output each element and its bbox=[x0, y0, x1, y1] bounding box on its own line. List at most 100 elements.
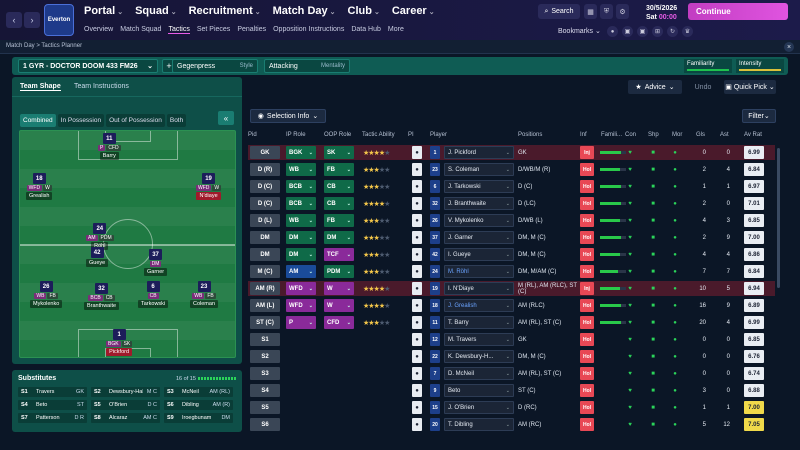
subnav-opposition-instructions[interactable]: Opposition Instructions bbox=[273, 26, 345, 33]
oop-role-select[interactable]: PDM ⌄ bbox=[324, 265, 354, 278]
player-select[interactable]: T. Barry ⌄ bbox=[444, 316, 514, 329]
table-row[interactable]: S6 ● 20 T. Dibling ⌄ AM (RC) Hol ♥ ■ ● 5 12 7.05 bbox=[248, 417, 775, 432]
ip-role-select[interactable]: BCB ⌄ bbox=[286, 180, 316, 193]
back-arrow-icon[interactable]: ‹ bbox=[6, 12, 22, 28]
subnav-data-hub[interactable]: Data Hub bbox=[351, 26, 381, 33]
position-slot[interactable]: S2 bbox=[250, 350, 280, 363]
chat-icon[interactable]: ● bbox=[607, 26, 618, 37]
subnav-overview[interactable]: Overview bbox=[84, 26, 114, 33]
player-instructions-icon[interactable]: ● bbox=[412, 180, 422, 193]
ip-role-select[interactable]: P ⌄ bbox=[286, 316, 316, 329]
position-slot[interactable]: GK bbox=[250, 146, 280, 159]
column-header[interactable]: IP Role bbox=[286, 132, 306, 138]
ip-role-select[interactable]: DM ⌄ bbox=[286, 231, 316, 244]
column-header[interactable]: Player bbox=[430, 132, 448, 138]
ip-role-select[interactable]: DM ⌄ bbox=[286, 248, 316, 261]
player-instructions-icon[interactable]: ● bbox=[412, 146, 422, 159]
oop-role-select[interactable]: CFD ⌄ bbox=[324, 316, 354, 329]
substitute-item[interactable]: S5 O'Brien D C bbox=[91, 400, 160, 410]
player-instructions-icon[interactable]: ● bbox=[412, 282, 422, 295]
ip-role-select[interactable]: WB ⌄ bbox=[286, 163, 316, 176]
nav-portal[interactable]: Portal ⌄ bbox=[84, 5, 123, 17]
nav-squad[interactable]: Squad ⌄ bbox=[135, 5, 177, 17]
oop-role-select[interactable]: DM ⌄ bbox=[324, 231, 354, 244]
position-slot[interactable]: D (C) bbox=[250, 180, 280, 193]
familiarity-meter[interactable]: Familiarity bbox=[684, 59, 732, 73]
ip-role-select[interactable]: BCB ⌄ bbox=[286, 197, 316, 210]
substitute-item[interactable]: S2 Dewsbury-Hall M C bbox=[91, 387, 160, 397]
tab-team-shape[interactable]: Team Shape bbox=[20, 83, 61, 91]
nav-club[interactable]: Club ⌄ bbox=[348, 5, 380, 17]
subnav-match-squad[interactable]: Match Squad bbox=[120, 26, 162, 33]
position-slot[interactable]: S1 bbox=[250, 333, 280, 346]
column-header[interactable]: Inf bbox=[580, 132, 587, 138]
player-instructions-icon[interactable]: ● bbox=[412, 333, 422, 346]
player-instructions-icon[interactable]: ● bbox=[412, 231, 422, 244]
position-slot[interactable]: S6 bbox=[250, 418, 280, 431]
column-header[interactable]: Ast bbox=[720, 132, 729, 138]
position-slot[interactable]: DM bbox=[250, 231, 280, 244]
phase-tab-1[interactable]: In Possession bbox=[57, 114, 105, 127]
subnav-tactics[interactable]: Tactics bbox=[168, 26, 190, 34]
player-instructions-icon[interactable]: ● bbox=[412, 214, 422, 227]
bookmarks-menu[interactable]: Bookmarks ⌄ bbox=[558, 28, 601, 35]
club-crest[interactable]: Everton bbox=[44, 4, 74, 36]
oop-role-select[interactable]: TCF ⌄ bbox=[324, 248, 354, 261]
gear-icon[interactable]: ⚙ bbox=[616, 4, 629, 19]
position-slot[interactable]: AM (R) bbox=[250, 282, 280, 295]
in-possession-style[interactable]: Gegenpress Style bbox=[172, 59, 258, 73]
player-select[interactable]: D. McNeil ⌄ bbox=[444, 367, 514, 380]
substitute-item[interactable]: S6 Dibling AM (R) bbox=[164, 400, 233, 410]
substitute-item[interactable]: S9 Iroegbunam DM bbox=[164, 413, 233, 423]
column-header[interactable]: Tactic Ability bbox=[362, 132, 395, 138]
player-instructions-icon[interactable]: ● bbox=[412, 418, 422, 431]
position-slot[interactable]: D (C) bbox=[250, 197, 280, 210]
player-select[interactable]: J. Grealish ⌄ bbox=[444, 299, 514, 312]
filter-button[interactable]: Filter ⌄ bbox=[742, 109, 776, 123]
quick-pick-button[interactable]: ▣ Quick Pick ⌄ bbox=[724, 80, 776, 94]
column-header[interactable]: Pid bbox=[248, 132, 257, 138]
advice-button[interactable]: ★ Advice ⌄ bbox=[628, 80, 682, 94]
column-header[interactable]: Positions bbox=[518, 132, 543, 138]
player-instructions-icon[interactable]: ● bbox=[412, 316, 422, 329]
table-row[interactable]: GK BGK ⌄ SK ⌄ ★★★★ ★ ● 1 J. Pickford ⌄ GK Inj ♥ ■ ● 0 0 6.… bbox=[248, 145, 775, 160]
position-slot[interactable]: D (L) bbox=[250, 214, 280, 227]
ip-role-select[interactable]: BGK ⌄ bbox=[286, 146, 316, 159]
pitch-player[interactable]: 26 WB FB Mykolenko bbox=[30, 281, 63, 308]
selection-info-button[interactable]: ◉ Selection Info ⌄ bbox=[250, 109, 326, 123]
tactics-icon[interactable]: ⊞ bbox=[652, 26, 663, 37]
player-select[interactable]: J. O'Brien ⌄ bbox=[444, 401, 514, 414]
pitch-player[interactable]: 11 P CFD Barry bbox=[98, 133, 121, 160]
collapse-panel-icon[interactable]: « bbox=[218, 111, 234, 125]
player-instructions-icon[interactable]: ● bbox=[412, 350, 422, 363]
nav-match-day[interactable]: Match Day ⌄ bbox=[273, 5, 336, 17]
column-header[interactable]: Mor bbox=[672, 132, 683, 138]
table-row[interactable]: D (L) WB ⌄ FB ⌄ ★★★ ★★ ● 26 V. Mykolenko ⌄ D/WB (L)… bbox=[248, 213, 775, 228]
mentality-selector[interactable]: Attacking Mentality bbox=[264, 59, 350, 73]
position-slot[interactable]: DM bbox=[250, 248, 280, 261]
player-instructions-icon[interactable]: ● bbox=[412, 248, 422, 261]
player-instructions-icon[interactable]: ● bbox=[412, 367, 422, 380]
column-header[interactable]: OOP Role bbox=[324, 132, 352, 138]
ip-role-select[interactable]: WB ⌄ bbox=[286, 214, 316, 227]
shirt-icon[interactable]: ▣ bbox=[622, 26, 633, 37]
table-row[interactable]: D (C) BCB ⌄ CB ⌄ ★★★ ★★ ● 6 J. Tarkowski ⌄ D (C) Hol… bbox=[248, 179, 775, 194]
pitch-player[interactable]: 24 AM PDM Röhl bbox=[86, 223, 114, 250]
pitch-player[interactable]: 19 WFD W N'diaye bbox=[196, 173, 222, 200]
substitute-item[interactable]: S8 Alcaraz AM C bbox=[91, 413, 160, 423]
player-instructions-icon[interactable]: ● bbox=[412, 401, 422, 414]
column-header[interactable]: Gls bbox=[696, 132, 705, 138]
player-instructions-icon[interactable]: ● bbox=[412, 265, 422, 278]
position-slot[interactable]: M (C) bbox=[250, 265, 280, 278]
breadcrumb[interactable]: Match Day > Tactics Planner bbox=[6, 43, 83, 49]
table-row[interactable]: DM DM ⌄ TCF ⌄ ★★★ ★★ ● 42 I. Gueye ⌄ DM, M (C) Hol ♥ ■… bbox=[248, 247, 775, 262]
search-button[interactable]: ⌕ Search bbox=[538, 4, 580, 19]
table-row[interactable]: AM (R) WFD ⌄ W ⌄ ★★★★ ★ ● 19 I. N'Diaye ⌄ M (RL), A… bbox=[248, 281, 775, 296]
oop-role-select[interactable]: W ⌄ bbox=[324, 282, 354, 295]
table-row[interactable]: M (C) AM ⌄ PDM ⌄ ★★★ ★★ ● 24 M. Röhl ⌄ DM, M/AM (C)… bbox=[248, 264, 775, 279]
shield-icon[interactable]: ⛨ bbox=[600, 4, 613, 19]
player-select[interactable]: Beto ⌄ bbox=[444, 384, 514, 397]
subnav-set-pieces[interactable]: Set Pieces bbox=[196, 26, 231, 33]
player-instructions-icon[interactable]: ● bbox=[412, 384, 422, 397]
table-row[interactable]: DM DM ⌄ DM ⌄ ★★★ ★★ ● 37 J. Garner ⌄ DM, M (C) Hol ♥ ■… bbox=[248, 230, 775, 245]
